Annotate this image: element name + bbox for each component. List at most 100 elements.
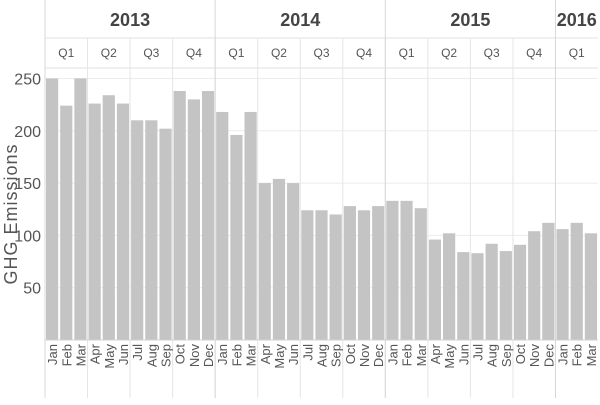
bar-mar (244, 111, 257, 340)
x-tick-label: Feb (570, 344, 585, 366)
bar-dec (542, 222, 555, 340)
bar-may (102, 95, 115, 340)
quarter-label: Q3 (313, 46, 329, 60)
quarter-label: Q1 (58, 46, 74, 60)
x-tick-label: Dec (201, 344, 216, 368)
bar-mar (74, 78, 87, 340)
bar-jul (471, 253, 484, 340)
x-tick-label: Sep (159, 344, 174, 367)
bar-mar (414, 208, 427, 340)
year-label: 2015 (450, 10, 490, 30)
x-tick-label: Apr (428, 343, 443, 364)
quarter-label: Q4 (186, 46, 202, 60)
x-tick-label: Jul (130, 344, 145, 361)
bar-dec (372, 206, 385, 340)
bar-aug (485, 243, 498, 340)
quarter-label: Q3 (484, 46, 500, 60)
bar-mar (584, 233, 597, 340)
x-tick-label: Jun (456, 344, 471, 365)
x-tick-label: Dec (541, 344, 556, 368)
x-tick-label: Oct (513, 344, 528, 365)
x-tick-label: Jan (215, 344, 230, 365)
y-tick-label: 200 (14, 124, 41, 141)
bar-apr (88, 103, 101, 340)
quarter-label: Q2 (101, 46, 117, 60)
x-tick-label: Dec (371, 344, 386, 368)
x-tick-label: Sep (499, 344, 514, 367)
quarter-label: Q4 (356, 46, 372, 60)
y-tick-label: 100 (14, 228, 41, 245)
x-tick-label: Jun (286, 344, 301, 365)
bar-jun (116, 103, 130, 340)
x-tick-label: Oct (173, 344, 188, 365)
x-tick-label: Apr (88, 343, 103, 364)
quarter-label: Q3 (143, 46, 159, 60)
x-tick-label: Apr (258, 343, 273, 364)
bar-oct (513, 244, 527, 340)
y-tick-label: 150 (14, 176, 41, 193)
x-tick-label: Nov (527, 344, 542, 368)
bar-may (272, 178, 286, 340)
year-label: 2016 (557, 10, 597, 30)
x-tick-label: Mar (244, 343, 259, 366)
bar-may (443, 233, 456, 340)
x-tick-label: Sep (329, 344, 344, 367)
bar-nov (528, 231, 541, 340)
bar-jul (301, 210, 314, 340)
quarter-label: Q4 (526, 46, 542, 60)
x-tick-label: May (102, 344, 117, 369)
bar-jan (556, 229, 569, 340)
quarter-label: Q1 (399, 46, 415, 60)
bar-oct (343, 206, 356, 340)
bar-nov (357, 210, 371, 340)
x-tick-label: Mar (584, 343, 599, 366)
x-tick-label: Jan (385, 344, 400, 365)
x-tick-label: Nov (187, 344, 202, 368)
bar-apr (258, 183, 271, 340)
x-tick-label: Mar (73, 343, 88, 366)
bar-sep (329, 214, 342, 340)
bar-oct (173, 91, 186, 340)
x-tick-label: Feb (59, 344, 74, 366)
y-axis-title: GHG Emissions (1, 143, 21, 284)
year-label: 2014 (280, 10, 320, 30)
bar-feb (230, 134, 243, 340)
x-tick-label: Feb (400, 344, 415, 366)
x-tick-label: Jun (116, 344, 131, 365)
bar-sep (159, 128, 172, 340)
bar-jan (386, 200, 399, 340)
bar-feb (60, 105, 73, 341)
x-tick-label: Aug (315, 344, 330, 367)
x-tick-label: Jul (300, 344, 315, 361)
year-label: 2013 (110, 10, 150, 30)
quarter-label: Q2 (441, 46, 457, 60)
x-tick-label: Aug (144, 344, 159, 367)
y-tick-label: 250 (14, 71, 41, 88)
x-tick-label: May (442, 344, 457, 369)
bar-jan (46, 78, 59, 340)
x-tick-label: Aug (485, 344, 500, 367)
bar-jul (131, 120, 144, 340)
quarter-label: Q2 (271, 46, 287, 60)
y-tick-label: 50 (23, 281, 41, 298)
bar-aug (315, 210, 328, 340)
bar-feb (400, 200, 413, 340)
bar-nov (187, 99, 200, 340)
x-tick-label: Feb (229, 344, 244, 366)
x-tick-label: Mar (414, 343, 429, 366)
quarter-label: Q1 (569, 46, 585, 60)
bar-sep (499, 251, 512, 340)
bar-jun (287, 183, 300, 340)
x-tick-label: Jul (470, 344, 485, 361)
x-tick-label: Jan (45, 344, 60, 365)
bar-jun (457, 252, 470, 340)
bar-apr (428, 239, 442, 340)
bar-dec (201, 91, 215, 340)
bar-aug (145, 120, 158, 340)
x-tick-label: May (272, 344, 287, 369)
x-tick-label: Oct (343, 344, 358, 365)
x-tick-label: Nov (357, 344, 372, 368)
quarter-label: Q1 (228, 46, 244, 60)
